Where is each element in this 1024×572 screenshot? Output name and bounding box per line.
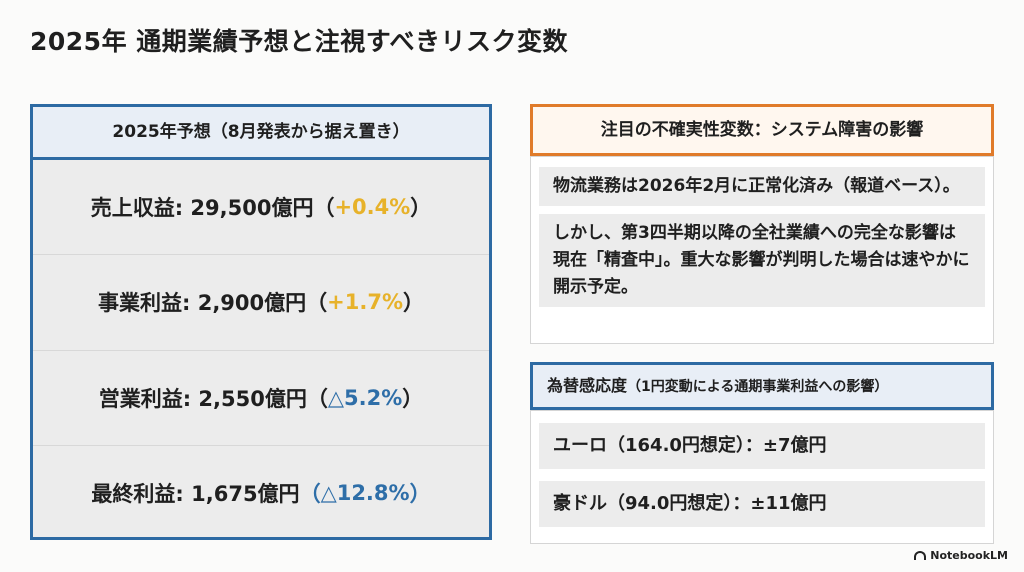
metric-change: △12.8% bbox=[320, 480, 410, 505]
risk-note: しかし、第3四半期以降の全社業績への完全な影響は現在「精査中」。重大な影響が判明… bbox=[539, 214, 985, 307]
metric-operating-profit: 営業利益: 2,550億円（△5.2%） bbox=[33, 351, 489, 446]
notebooklm-icon bbox=[914, 551, 927, 560]
page-title: 2025年 通期業績予想と注視すべきリスク変数 bbox=[30, 27, 569, 56]
metric-label: 営業利益: 2,550億円 bbox=[98, 386, 307, 411]
metric-label: 最終利益: 1,675億円 bbox=[91, 481, 300, 506]
forecast-metrics: 売上収益: 29,500億円（+0.4%） 事業利益: 2,900億円（+1.7… bbox=[33, 160, 489, 540]
metric-net-profit: 最終利益: 1,675億円（△12.8%） bbox=[33, 446, 489, 540]
forecast-header: 2025年予想（8月発表から据え置き） bbox=[33, 107, 489, 160]
fx-header-sub: （1円変動による通期事業利益への影響） bbox=[627, 379, 889, 395]
notebooklm-logo: NotebookLM bbox=[914, 549, 1008, 562]
fx-header: 為替感応度（1円変動による通期事業利益への影響） bbox=[530, 362, 994, 410]
fx-item-euro: ユーロ（164.0円想定）：±7億円 bbox=[539, 423, 985, 469]
risk-note: 物流業務は2026年2月に正常化済み（報道ベース）。 bbox=[539, 167, 985, 206]
forecast-panel: 2025年予想（8月発表から据え置き） 売上収益: 29,500億円（+0.4%… bbox=[30, 104, 492, 540]
metric-label: 事業利益: 2,900億円 bbox=[98, 291, 307, 316]
fx-header-main: 為替感応度 bbox=[547, 376, 628, 395]
metric-business-profit: 事業利益: 2,900億円（+1.7%） bbox=[33, 255, 489, 351]
fx-item-aud: 豪ドル（94.0円想定）：±11億円 bbox=[539, 481, 985, 527]
metric-label: 売上収益: 29,500億円 bbox=[90, 196, 314, 221]
metric-change: △5.2% bbox=[327, 385, 403, 410]
metric-revenue: 売上収益: 29,500億円（+0.4%） bbox=[33, 160, 489, 256]
logo-text: NotebookLM bbox=[930, 549, 1008, 562]
metric-change: +0.4% bbox=[334, 195, 411, 220]
risk-header: 注目の不確実性変数：システム障害の影響 bbox=[530, 104, 994, 156]
risk-panel: 物流業務は2026年2月に正常化済み（報道ベース）。 しかし、第3四半期以降の全… bbox=[530, 156, 994, 344]
metric-change: +1.7% bbox=[327, 290, 403, 315]
fx-panel: ユーロ（164.0円想定）：±7億円 豪ドル（94.0円想定）：±11億円 bbox=[530, 410, 994, 544]
